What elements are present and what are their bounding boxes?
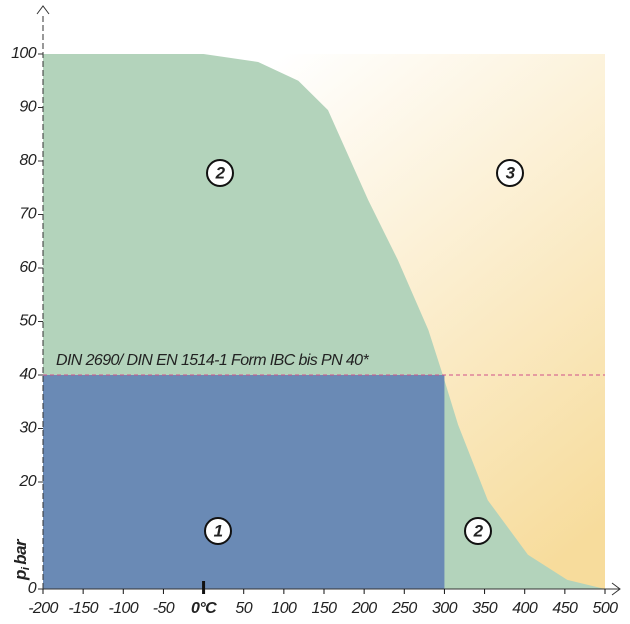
y-label-sub: i xyxy=(20,566,32,570)
y-label-main: p xyxy=(11,570,30,581)
zone-label: 1 xyxy=(214,521,223,540)
x-tick-label: 200 xyxy=(351,600,378,617)
x-tick-label: 150 xyxy=(312,600,338,617)
y-tick-label: 40 xyxy=(19,366,36,383)
zone-marker xyxy=(496,159,524,187)
zone-marker xyxy=(464,517,492,545)
y-tick-label: 0 xyxy=(28,580,37,597)
x-tick-label: 300 xyxy=(432,600,458,617)
block-area xyxy=(43,375,445,589)
x-tick-label: 350 xyxy=(472,600,498,617)
x-tick-label: -100 xyxy=(108,600,138,617)
y-tick-label: 50 xyxy=(19,313,36,330)
y-tick-label: 90 xyxy=(19,99,36,116)
x-arrow xyxy=(611,582,621,596)
x-tick-label: -50 xyxy=(153,600,175,617)
x-tick-label: 50 xyxy=(235,600,252,617)
y-tick-label: 20 xyxy=(18,473,36,490)
zone-label: 2 xyxy=(473,521,484,540)
x-tick-label: -200 xyxy=(28,600,58,617)
y-tick-label: 80 xyxy=(19,152,36,169)
y-tick-label: 30 xyxy=(19,420,36,437)
zone-marker xyxy=(206,159,234,187)
zone-label: 3 xyxy=(506,163,516,182)
x-tick-label: 500 xyxy=(593,600,619,617)
x-tick-label: 100 xyxy=(271,600,297,617)
y-axis-label: pibar xyxy=(11,538,31,581)
y-tick-label: 60 xyxy=(19,259,36,276)
x-tick-label: 250 xyxy=(391,600,418,617)
y-arrow xyxy=(36,5,50,15)
x-tick-label: -150 xyxy=(68,600,98,617)
y-label-unit: bar xyxy=(11,538,30,565)
x-tick-label: 400 xyxy=(512,600,538,617)
zone-label: 2 xyxy=(215,163,226,182)
x-tick-label: 0°C xyxy=(191,600,217,617)
y-tick-label: 100 xyxy=(11,45,37,62)
zone-marker xyxy=(204,517,232,545)
y-tick-label: 70 xyxy=(19,206,36,223)
limit-label: DIN 2690/ DIN EN 1514-1 Form IBC bis PN … xyxy=(56,352,369,369)
x-tick-label: 450 xyxy=(552,600,578,617)
